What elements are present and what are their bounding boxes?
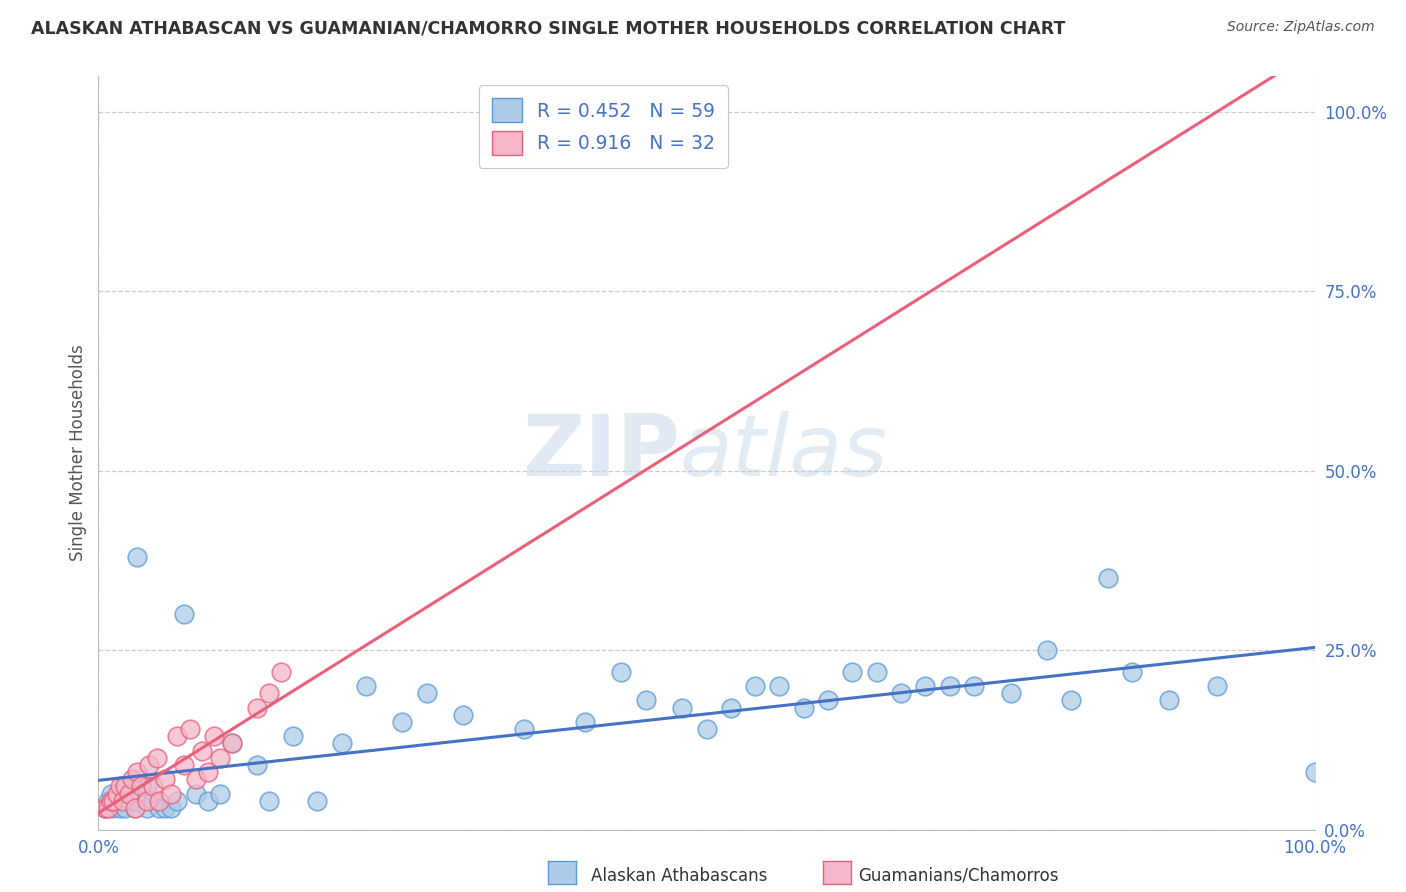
Point	[416, 686, 439, 700]
Text: Alaskan Athabascans: Alaskan Athabascans	[591, 867, 766, 885]
Point	[866, 665, 889, 679]
Point	[513, 722, 536, 736]
Point	[148, 794, 170, 808]
Point	[93, 801, 115, 815]
Point	[574, 714, 596, 729]
Point	[160, 787, 183, 801]
Point	[453, 707, 475, 722]
Point	[184, 772, 207, 787]
Point	[890, 686, 912, 700]
Point	[146, 751, 169, 765]
Point	[114, 780, 136, 794]
Point	[110, 801, 132, 815]
Point	[671, 700, 693, 714]
Point	[118, 787, 141, 801]
Point	[105, 787, 128, 801]
Point	[1036, 643, 1059, 657]
Point	[245, 700, 267, 714]
Point	[1303, 765, 1326, 780]
Point	[173, 607, 195, 622]
Point	[138, 758, 160, 772]
Point	[634, 693, 657, 707]
Legend: R = 0.452   N = 59, R = 0.916   N = 32: R = 0.452 N = 59, R = 0.916 N = 32	[478, 86, 728, 168]
Point	[127, 549, 149, 564]
Point	[1000, 686, 1022, 700]
Point	[209, 787, 232, 801]
Point	[101, 801, 124, 815]
Point	[118, 794, 141, 808]
Point	[93, 801, 115, 815]
Point	[257, 794, 280, 808]
Point	[1097, 571, 1119, 585]
Point	[155, 772, 177, 787]
Text: ALASKAN ATHABASCAN VS GUAMANIAN/CHAMORRO SINGLE MOTHER HOUSEHOLDS CORRELATION CH: ALASKAN ATHABASCAN VS GUAMANIAN/CHAMORRO…	[31, 20, 1066, 37]
Point	[1060, 693, 1083, 707]
Point	[155, 801, 177, 815]
Point	[166, 794, 188, 808]
Point	[136, 801, 159, 815]
Point	[221, 736, 243, 750]
Point	[124, 801, 146, 815]
Point	[111, 780, 134, 794]
Y-axis label: Single Mother Households: Single Mother Households	[69, 344, 87, 561]
Point	[245, 758, 267, 772]
Point	[209, 751, 232, 765]
Point	[105, 794, 128, 808]
Point	[148, 801, 170, 815]
Point	[202, 729, 225, 743]
Point	[114, 801, 136, 815]
Point	[179, 722, 201, 736]
Point	[136, 780, 159, 794]
Point	[100, 787, 122, 801]
Point	[124, 794, 146, 808]
Point	[110, 780, 132, 794]
Point	[129, 787, 152, 801]
Text: Guamanians/Chamorros: Guamanians/Chamorros	[858, 867, 1059, 885]
Point	[270, 665, 292, 679]
Point	[281, 729, 304, 743]
Point	[391, 714, 413, 729]
Point	[257, 686, 280, 700]
Point	[914, 679, 936, 693]
Point	[129, 780, 152, 794]
Point	[696, 722, 718, 736]
Point	[173, 758, 195, 772]
Point	[1121, 665, 1143, 679]
Point	[1206, 679, 1229, 693]
Point	[142, 780, 165, 794]
Point	[307, 794, 329, 808]
Point	[142, 794, 165, 808]
Point	[97, 801, 120, 815]
Point	[184, 787, 207, 801]
Point	[939, 679, 962, 693]
Point	[841, 665, 863, 679]
Point	[744, 679, 766, 693]
Point	[121, 772, 143, 787]
Point	[330, 736, 353, 750]
Point	[963, 679, 986, 693]
Point	[354, 679, 377, 693]
Point	[101, 794, 124, 808]
Text: atlas: atlas	[679, 411, 887, 494]
Point	[720, 700, 742, 714]
Point	[127, 765, 149, 780]
Text: ZIP: ZIP	[522, 411, 679, 494]
Point	[768, 679, 790, 693]
Point	[793, 700, 815, 714]
Point	[100, 794, 122, 808]
Text: Source: ZipAtlas.com: Source: ZipAtlas.com	[1227, 20, 1375, 34]
Point	[97, 794, 120, 808]
Point	[610, 665, 633, 679]
Point	[166, 729, 188, 743]
Point	[191, 743, 214, 757]
Point	[111, 794, 134, 808]
Point	[136, 794, 159, 808]
Point	[221, 736, 243, 750]
Point	[197, 765, 219, 780]
Point	[124, 801, 146, 815]
Point	[1157, 693, 1180, 707]
Point	[160, 801, 183, 815]
Point	[197, 794, 219, 808]
Point	[817, 693, 839, 707]
